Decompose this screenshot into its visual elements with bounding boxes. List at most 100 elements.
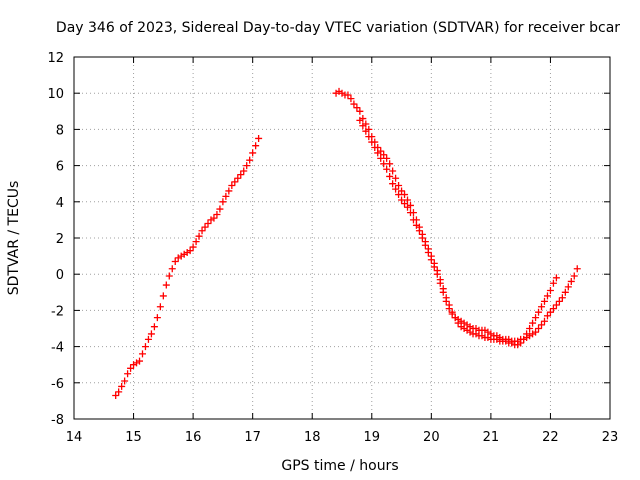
data-point-marker	[383, 154, 391, 162]
y-tick-label: -6	[51, 377, 64, 392]
data-point-marker	[150, 323, 158, 331]
data-point-marker	[555, 297, 563, 305]
data-point-marker	[567, 277, 575, 285]
data-point-marker	[436, 279, 444, 287]
y-tick-labels: -8 -6 -4 -2 0 2 4 6 8 10 12	[47, 51, 64, 428]
x-tick-label: 21	[483, 430, 500, 445]
data-point-marker	[365, 133, 373, 141]
data-point-marker	[118, 382, 126, 390]
data-point-marker	[141, 343, 149, 351]
axis-ticks	[73, 56, 611, 420]
data-point-marker	[552, 301, 560, 309]
y-tick-label: 12	[47, 51, 64, 66]
data-point-marker	[561, 288, 569, 296]
data-point-marker	[356, 116, 364, 124]
data-point-marker	[439, 288, 447, 296]
data-point-marker	[225, 187, 233, 195]
data-point-marker	[424, 248, 432, 256]
y-tick-label: -2	[51, 304, 64, 319]
data-point-marker	[240, 167, 248, 175]
data-point-marker	[552, 274, 560, 282]
data-point-marker	[546, 286, 554, 294]
data-point-marker	[377, 154, 385, 162]
data-point-marker	[255, 134, 263, 142]
data-point-marker	[389, 180, 397, 188]
data-point-marker	[246, 156, 254, 164]
data-point-marker	[535, 325, 543, 332]
data-point-marker	[153, 314, 161, 322]
data-point-marker	[549, 279, 557, 287]
x-tick-label: 17	[244, 430, 261, 445]
data-point-marker	[404, 196, 412, 204]
data-point-marker	[380, 160, 388, 168]
data-point-marker	[421, 241, 429, 249]
data-point-marker	[198, 227, 206, 235]
data-point-marker	[532, 328, 540, 336]
data-point-marker	[540, 297, 548, 305]
data-point-marker	[380, 151, 388, 159]
data-point-marker	[243, 162, 251, 170]
data-point-marker	[529, 319, 537, 327]
data-point-marker	[392, 185, 400, 193]
data-point-marker	[546, 308, 554, 316]
data-point-marker	[371, 144, 379, 151]
data-point-marker	[535, 308, 543, 316]
data-point-marker	[252, 142, 260, 150]
data-point-marker	[368, 138, 376, 146]
data-point-marker	[356, 107, 364, 115]
data-point-marker	[249, 149, 257, 157]
data-point-marker	[350, 100, 358, 108]
data-point-marker	[219, 198, 227, 206]
data-point-marker	[347, 95, 355, 103]
x-axis-label: GPS time / hours	[281, 458, 398, 474]
x-tick-label: 14	[66, 430, 83, 445]
data-point-marker	[409, 216, 417, 224]
data-point-marker	[204, 220, 212, 228]
data-point-marker	[386, 172, 394, 180]
data-point-marker	[401, 191, 409, 199]
data-point-marker	[159, 292, 167, 300]
x-tick-label: 18	[304, 430, 321, 445]
data-point-marker	[237, 171, 245, 179]
data-point-marker	[359, 122, 367, 130]
data-point-marker	[127, 364, 135, 372]
data-point-marker	[448, 310, 456, 318]
data-point-marker	[404, 203, 412, 211]
y-tick-label: 2	[56, 232, 64, 247]
data-point-marker	[427, 256, 435, 264]
data-point-marker	[395, 191, 403, 199]
data-point-marker	[213, 210, 221, 218]
data-point-marker	[401, 200, 409, 208]
data-point-marker	[156, 303, 164, 311]
data-point-marker	[121, 377, 129, 385]
data-point-marker	[389, 167, 397, 175]
y-tick-label: 4	[56, 196, 64, 211]
data-point-marker	[445, 305, 453, 313]
data-point-marker	[231, 178, 239, 186]
x-tick-label: 19	[364, 430, 381, 445]
data-point-marker	[564, 283, 572, 291]
data-point-marker	[234, 174, 242, 182]
data-point-marker	[398, 187, 406, 195]
y-tick-label: 6	[56, 160, 64, 175]
data-point-marker	[362, 127, 370, 135]
data-point-marker	[386, 160, 394, 168]
data-point-marker	[573, 265, 581, 273]
data-point-marker	[165, 272, 173, 280]
data-point-marker	[406, 209, 414, 217]
grid-lines	[74, 57, 610, 419]
data-point-marker	[532, 314, 540, 322]
data-series	[112, 87, 581, 399]
x-tick-labels: 14 15 16 17 18 19 20 21 22 23	[66, 430, 619, 445]
y-tick-label: 10	[47, 87, 64, 102]
data-point-marker	[186, 247, 194, 255]
series-segment-1	[112, 134, 263, 399]
data-point-marker	[374, 149, 382, 157]
data-point-marker	[570, 272, 578, 280]
data-point-marker	[558, 294, 566, 302]
data-point-marker	[538, 303, 546, 311]
data-point-marker	[543, 312, 551, 320]
y-tick-label: -8	[51, 413, 64, 428]
series-segment-3	[356, 116, 581, 345]
